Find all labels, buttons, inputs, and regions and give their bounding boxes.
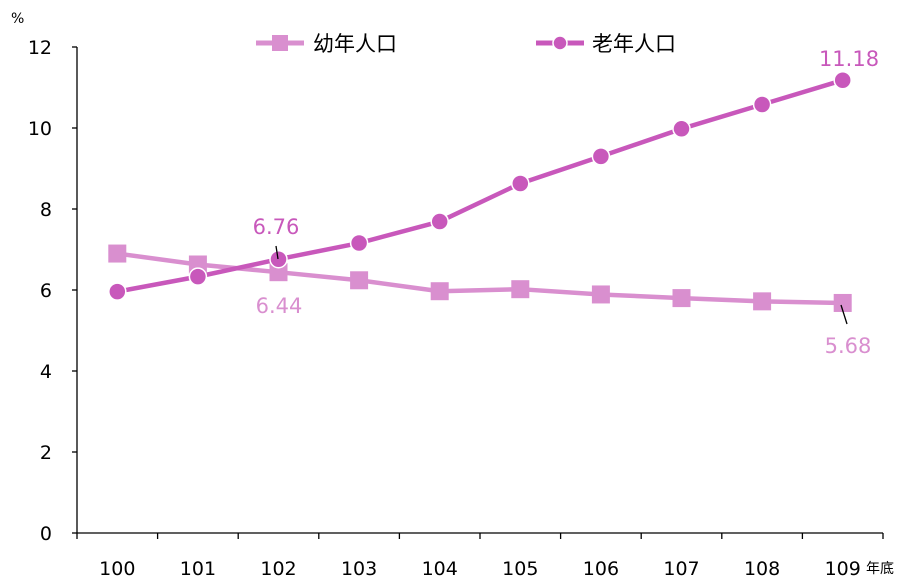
data-point-1 [269,249,288,269]
legend-marker-children [272,35,288,51]
x-axis-ticks: 100 101 102 103 104 105 106 107 108 109 [76,533,884,580]
data-label-children-109: 5.68 [825,334,872,358]
x-axis-unit-label: 年底 [866,561,894,577]
y-tick-label: 2 [40,442,52,464]
data-point-0 [591,285,610,304]
x-tick-label: 102 [260,558,296,580]
data-point-1 [752,95,772,114]
data-point-0 [833,293,852,312]
data-point-1 [430,212,449,231]
series-line-0 [116,251,843,306]
data-point-1 [672,119,691,139]
legend-item-children: 幼年人口 [256,32,397,56]
x-tick-label: 101 [180,558,216,580]
legend-label-children: 幼年人口 [313,32,397,56]
data-point-1 [108,282,127,301]
legend-marker-elderly [552,35,568,51]
y-tick-label: 0 [40,523,52,545]
data-point-0 [350,271,369,290]
data-point-1 [188,267,208,286]
data-point-0 [108,244,127,263]
y-tick-label: 8 [40,199,52,221]
y-tick-label: 12 [28,37,52,59]
data-point-1 [349,233,369,253]
data-labels: 6.76 6.44 11.18 5.68 [253,47,879,358]
series-line-1 [116,78,844,294]
data-point-1 [833,70,852,90]
legend-item-elderly: 老年人口 [536,32,676,56]
data-point-1 [511,174,530,193]
leader-line-children-109 [840,304,848,325]
y-tick-label: 6 [40,280,52,302]
data-point-0 [430,282,449,301]
data-label-children-102: 6.44 [256,294,303,318]
x-tick-label: 103 [341,558,377,580]
y-tick-label: 10 [28,118,52,140]
data-label-elderly-109: 11.18 [819,47,879,71]
y-tick-label: 4 [40,361,52,383]
data-point-0 [511,280,530,299]
data-point-0 [753,292,772,311]
x-tick-label: 100 [99,558,135,580]
series-layer [108,70,852,312]
y-axis-unit-label: % [11,11,24,27]
x-tick-label: 108 [744,558,780,580]
x-tick-label: 106 [583,558,619,580]
data-point-1 [591,147,611,166]
x-tick-label: 107 [663,558,699,580]
legend: 幼年人口 老年人口 [256,32,676,56]
y-axis-ticks: 0 2 4 6 8 10 12 [28,37,77,545]
x-tick-label: 104 [422,558,458,580]
leader-line-elderly-102 [275,245,279,260]
data-label-elderly-102: 6.76 [253,215,300,239]
legend-label-elderly: 老年人口 [592,32,676,56]
data-point-0 [672,289,691,308]
data-point-0 [269,263,288,282]
x-tick-label: 105 [502,558,538,580]
x-tick-label: 109 [825,558,861,580]
